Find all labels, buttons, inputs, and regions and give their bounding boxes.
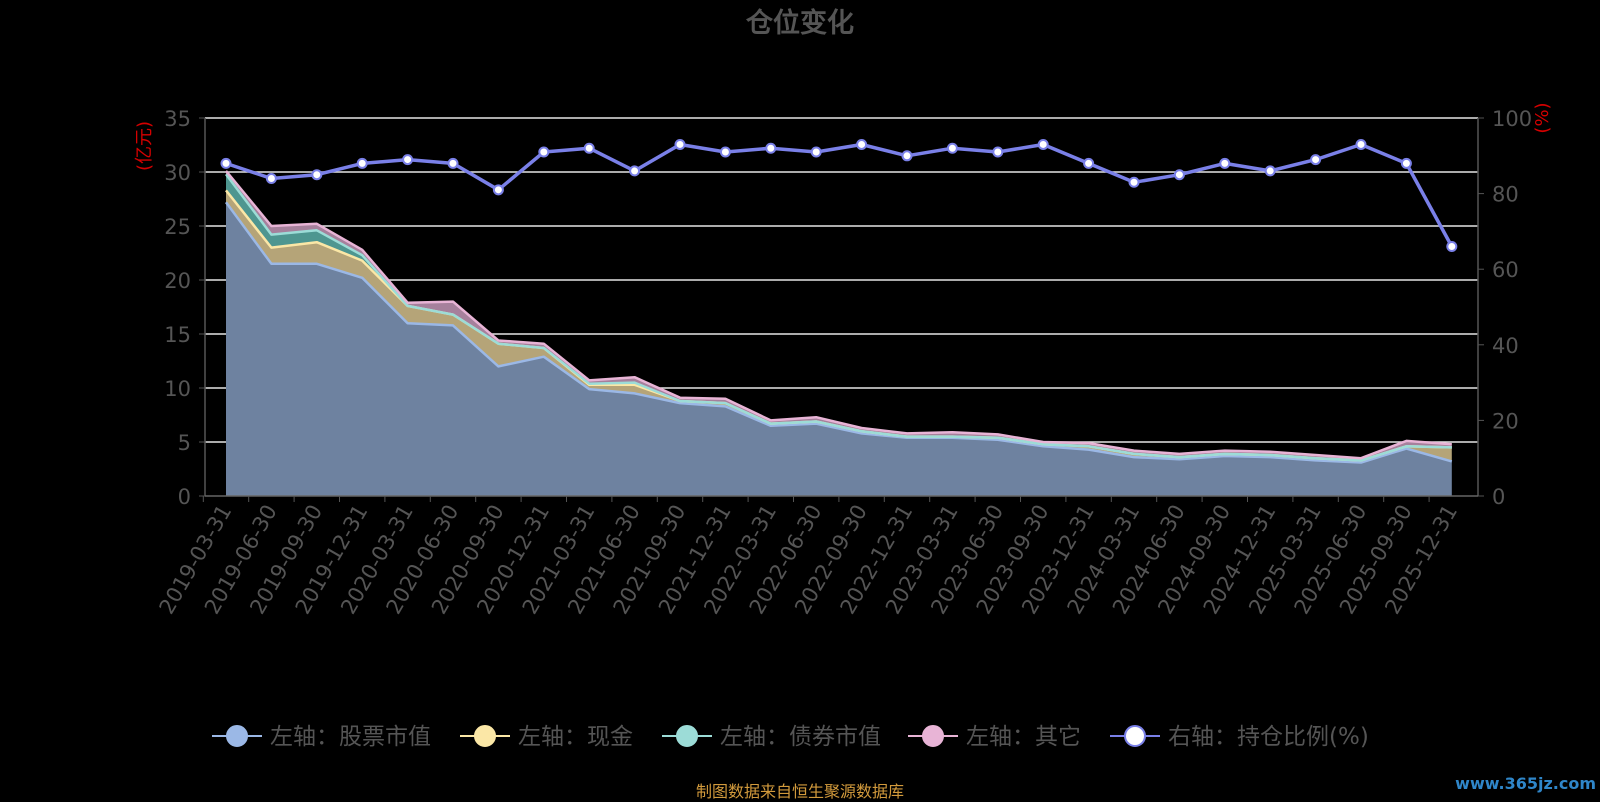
ratio-point [402, 154, 414, 166]
area-series-line [225, 173, 1452, 462]
legend-label: 左轴：其它 [966, 724, 1081, 750]
ratio-point [583, 142, 595, 154]
right-tick-label: 20 [1492, 409, 1519, 433]
ratio-point [1355, 138, 1367, 150]
area-fill [226, 202, 1452, 496]
ratio-point [946, 142, 958, 154]
ratio-point [719, 146, 731, 158]
left-axis-unit: (亿元) [134, 121, 155, 171]
right-tick-label: 0 [1492, 485, 1505, 509]
left-tick-label: 25 [164, 215, 191, 239]
right-tick-label: 40 [1492, 334, 1519, 358]
left-tick-label: 20 [164, 269, 191, 293]
chart-title: 仓位变化 [745, 7, 854, 39]
stacked-areas [224, 170, 1453, 496]
right-tick-label: 100 [1492, 107, 1532, 131]
ratio-point [1037, 138, 1049, 150]
left-tick-label: 35 [164, 107, 191, 131]
legend-marker [922, 725, 944, 747]
right-tick-label: 60 [1492, 258, 1519, 282]
ratio-point [1128, 176, 1140, 188]
legend-label: 左轴：债券市值 [720, 724, 881, 750]
legend-marker [474, 725, 496, 747]
ratio-point [265, 172, 277, 184]
ratio-point [629, 165, 641, 177]
left-tick-label: 30 [164, 161, 191, 185]
ratio-point [1173, 169, 1185, 181]
ratio-point [538, 146, 550, 158]
ratio-line [225, 142, 1454, 248]
ratio-point [1446, 241, 1458, 253]
legend-marker [676, 725, 698, 747]
left-tick-label: 0 [178, 485, 191, 509]
ratio-point [1310, 154, 1322, 166]
ratio-point [1083, 157, 1095, 169]
ratio-point [810, 146, 822, 158]
area-series-line [224, 201, 1453, 464]
ratio-point [674, 138, 686, 150]
ratio-line-series [220, 138, 1458, 253]
ratio-point [992, 146, 1004, 158]
left-tick-label: 15 [164, 323, 191, 347]
ratio-point [901, 150, 913, 162]
ratio-point [1400, 157, 1412, 169]
legend-label: 右轴：持仓比例(%) [1168, 724, 1369, 750]
ratio-point [356, 157, 368, 169]
ratio-point [856, 138, 868, 150]
legend-label: 左轴：股票市值 [270, 724, 431, 750]
left-tick-label: 10 [164, 377, 191, 401]
right-tick-label: 80 [1492, 183, 1519, 207]
legend-label: 左轴：现金 [518, 724, 633, 750]
legend: 左轴：股票市值 左轴：现金 左轴：债券市值 左轴：其它 右轴：持仓比例(%) [212, 724, 1369, 750]
legend-marker [1124, 725, 1146, 747]
ratio-point [220, 157, 232, 169]
data-source-note: 制图数据来自恒生聚源数据库 [695, 782, 904, 801]
ratio-point [1219, 157, 1231, 169]
ratio-point [1264, 165, 1276, 177]
ratio-point [311, 169, 323, 181]
ratio-point [765, 142, 777, 154]
ratio-point [492, 184, 504, 196]
left-tick-label: 5 [178, 431, 191, 455]
ratio-point [447, 157, 459, 169]
area-series-line [225, 170, 1452, 460]
watermark: www.365jz.com [1455, 774, 1596, 793]
legend-marker [226, 725, 248, 747]
right-axis-unit: (%) [1532, 102, 1553, 133]
